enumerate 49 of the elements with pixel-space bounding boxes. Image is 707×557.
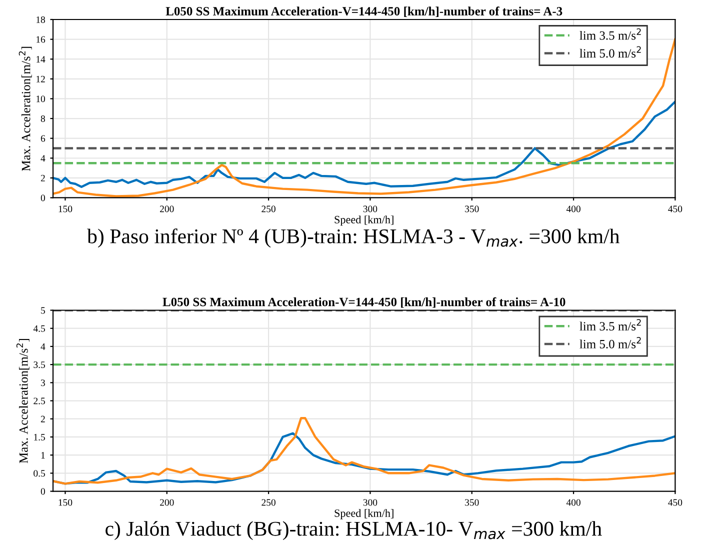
line-series	[53, 100, 676, 188]
y-axis-title: Max. Acceleration[m/s$^{2}$]	[16, 339, 30, 464]
y-tick-label: 4	[40, 155, 46, 162]
x-tick-label: 300	[363, 206, 378, 212]
legend-label: lim 3.5 m/s$^{2}$	[580, 28, 641, 40]
x-tick-label: 450	[668, 206, 682, 212]
y-tick-label: 12	[36, 76, 45, 82]
chart-title: L050 SS Maximum Acceleration-V=144-450 [km/h]-number of trains= A-3	[166, 6, 562, 17]
text: b) Paso inferior Nº 4 (UB)-train: HSLMA-3 - V$_{max}$. =300 km/h	[87, 228, 620, 248]
x-tick-label: 300	[363, 499, 378, 506]
x-tick-label: 450	[668, 499, 682, 506]
y-tick-label: 8	[40, 115, 46, 122]
x-tick-label: 400	[566, 206, 580, 212]
x-axis-title: Speed [km/h]	[334, 509, 394, 520]
text: c) Jalón Viaduct (BG)-train: HSLMA-10- V$_{max}$ =300 km/h	[106, 521, 602, 540]
x-tick-label: 200	[160, 206, 174, 212]
y-tick-label: 0.5	[34, 470, 46, 477]
legend-label: lim 5.0 m/s$^{2}$	[580, 46, 641, 58]
x-tick-label: 250	[262, 206, 276, 212]
y-tick-label: 14	[36, 56, 46, 62]
y-tick-label: 2	[40, 416, 45, 422]
y-tick-label: 3	[40, 380, 46, 386]
y-tick-label: 18	[36, 16, 46, 23]
y-axis-title: Max. Acceleration[m/s$^{2}$]	[18, 46, 32, 172]
y-tick-label: 2.5	[34, 398, 46, 404]
x-tick-label: 250	[262, 499, 276, 506]
y-tick-label: 1.5	[34, 434, 46, 440]
y-tick-label: 5	[41, 307, 46, 314]
y-tick-label: 1	[41, 452, 45, 458]
y-tick-label: 4	[40, 343, 46, 350]
x-tick-label: 350	[465, 499, 479, 506]
y-tick-label: 4.5	[33, 325, 46, 332]
y-tick-label: 16	[36, 36, 46, 43]
x-tick-label: 150	[58, 499, 72, 506]
x-tick-label: 150	[58, 206, 72, 212]
y-tick-label: 0	[40, 194, 46, 202]
y-tick-label: 2	[40, 174, 45, 182]
y-tick-label: 0	[40, 488, 46, 495]
y-tick-label: 6	[40, 135, 46, 142]
chart-title: L050 SS Maximum Acceleration-V=144-450 [km/h]-number of trains= A-10	[162, 297, 566, 308]
x-axis-title: Speed [km/h]	[334, 216, 394, 226]
line-series	[53, 417, 676, 485]
legend-label: lim 3.5 m/s$^{2}$	[580, 319, 641, 331]
y-tick-label: 10	[36, 96, 46, 102]
x-tick-label: 350	[465, 206, 479, 212]
x-tick-label: 400	[566, 499, 580, 506]
y-tick-label: 3.5	[34, 361, 46, 368]
legend-label: lim 5.0 m/s$^{2}$	[580, 336, 641, 348]
x-tick-label: 200	[160, 499, 174, 506]
